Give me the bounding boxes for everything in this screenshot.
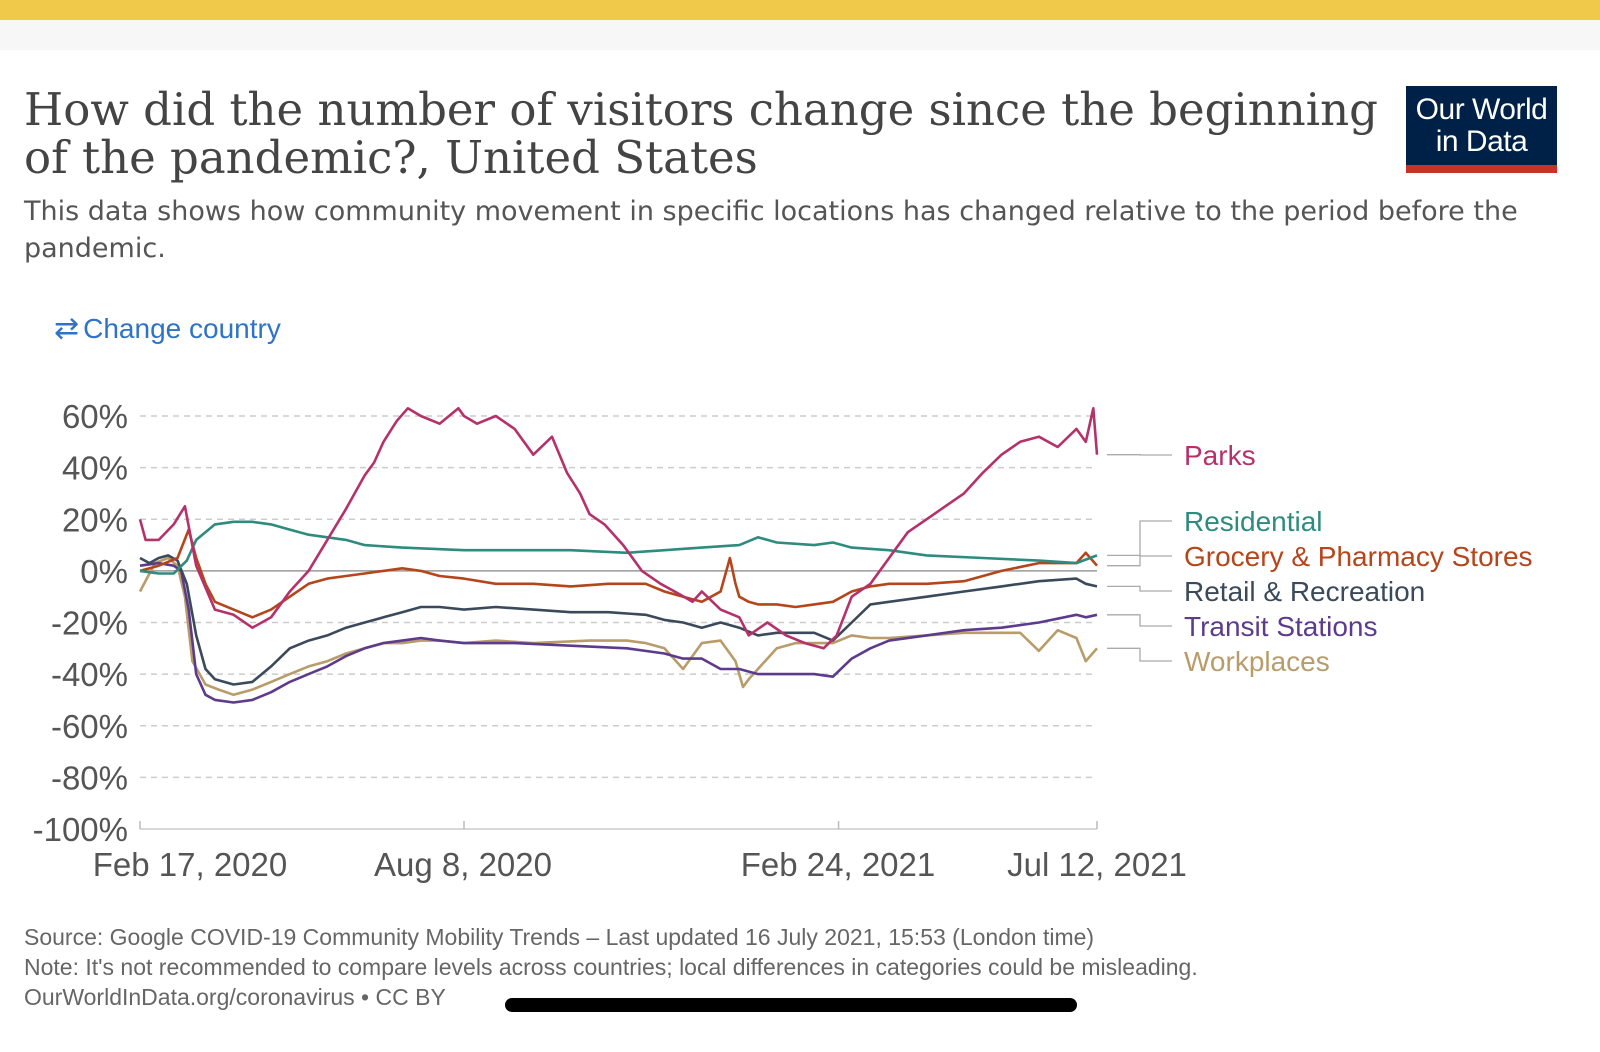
x-tick-label: Feb 17, 2020 (93, 846, 288, 883)
x-tick-label: Feb 24, 2021 (741, 846, 936, 883)
series-line-grocery-pharmacy-stores (139, 528, 1098, 619)
logo-line-2: in Data (1435, 125, 1528, 158)
series-layer (138, 406, 1099, 704)
y-tick-label: 20% (62, 501, 128, 538)
legend-connector (1107, 614, 1172, 627)
legend-label: Parks (1184, 440, 1256, 471)
change-country-label: Change country (83, 313, 281, 344)
legend-item: Parks (1107, 440, 1256, 471)
change-country-button[interactable]: ⇄ Change country (54, 313, 281, 345)
chart-title: How did the number of visitors change si… (24, 83, 1378, 184)
y-tick-label: 60% (62, 398, 128, 435)
y-tick-label: -100% (33, 811, 128, 848)
x-tick-label: Aug 8, 2020 (374, 846, 552, 883)
legend-label: Grocery & Pharmacy Stores (1184, 541, 1533, 572)
grid-layer (140, 415, 1097, 779)
y-tick-label: 0% (80, 553, 128, 590)
y-tick-label: 40% (62, 450, 128, 487)
y-tick-label: -80% (51, 759, 128, 796)
x-axis: Feb 17, 2020 Aug 8, 2020 Feb 24, 2021 Jul 1… (93, 821, 1187, 883)
y-tick-label: -40% (51, 656, 128, 693)
legend-label: Workplaces (1184, 646, 1330, 677)
line-chart: 60% 40% 20% 0% -20% -40% -60% -80% -100% Feb 17,… (33, 398, 1533, 883)
legend-label: Transit Stations (1184, 611, 1377, 642)
legend-label: Retail & Recreation (1184, 576, 1425, 607)
series-line-parks (138, 406, 1099, 650)
legend-label: Residential (1184, 506, 1323, 537)
legend: Parks Residential Grocery & Pharmacy Store… (1107, 440, 1533, 677)
legend-connector (1107, 585, 1172, 592)
series-line-retail-recreation (139, 554, 1098, 686)
status-strip (0, 20, 1600, 50)
legend-item: Residential (1107, 506, 1323, 557)
legend-item: Transit Stations (1107, 611, 1377, 642)
swap-arrows-icon: ⇄ (54, 312, 80, 345)
series-line-transit-stations (139, 561, 1098, 704)
y-axis: 60% 40% 20% 0% -20% -40% -60% -80% -100% (33, 398, 128, 848)
legend-connector (1107, 555, 1172, 567)
x-tick-label: Jul 12, 2021 (1007, 846, 1187, 883)
legend-connector (1107, 647, 1172, 662)
note-text: Note: It's not recommended to compare le… (24, 954, 1198, 980)
source-text: Source: Google COVID-19 Community Mobili… (24, 924, 1095, 950)
legend-connector (1107, 520, 1172, 557)
y-tick-label: -20% (51, 605, 128, 642)
legend-item: Workplaces (1107, 646, 1330, 677)
logo-line-1: Our World (1415, 93, 1548, 126)
home-indicator[interactable] (505, 998, 1077, 1012)
top-accent-bar (0, 0, 1600, 20)
legend-item: Retail & Recreation (1107, 576, 1425, 607)
legend-item: Grocery & Pharmacy Stores (1107, 541, 1533, 572)
chart-footer: Source: Google COVID-19 Community Mobili… (24, 922, 1524, 1012)
y-tick-label: -60% (51, 708, 128, 745)
chart-subtitle: This data shows how community movement i… (24, 196, 1518, 264)
license-link[interactable]: OurWorldInData.org/coronavirus • CC BY (24, 984, 446, 1010)
series-line-residential (139, 520, 1098, 575)
owid-logo[interactable]: Our World in Data (1406, 86, 1557, 173)
